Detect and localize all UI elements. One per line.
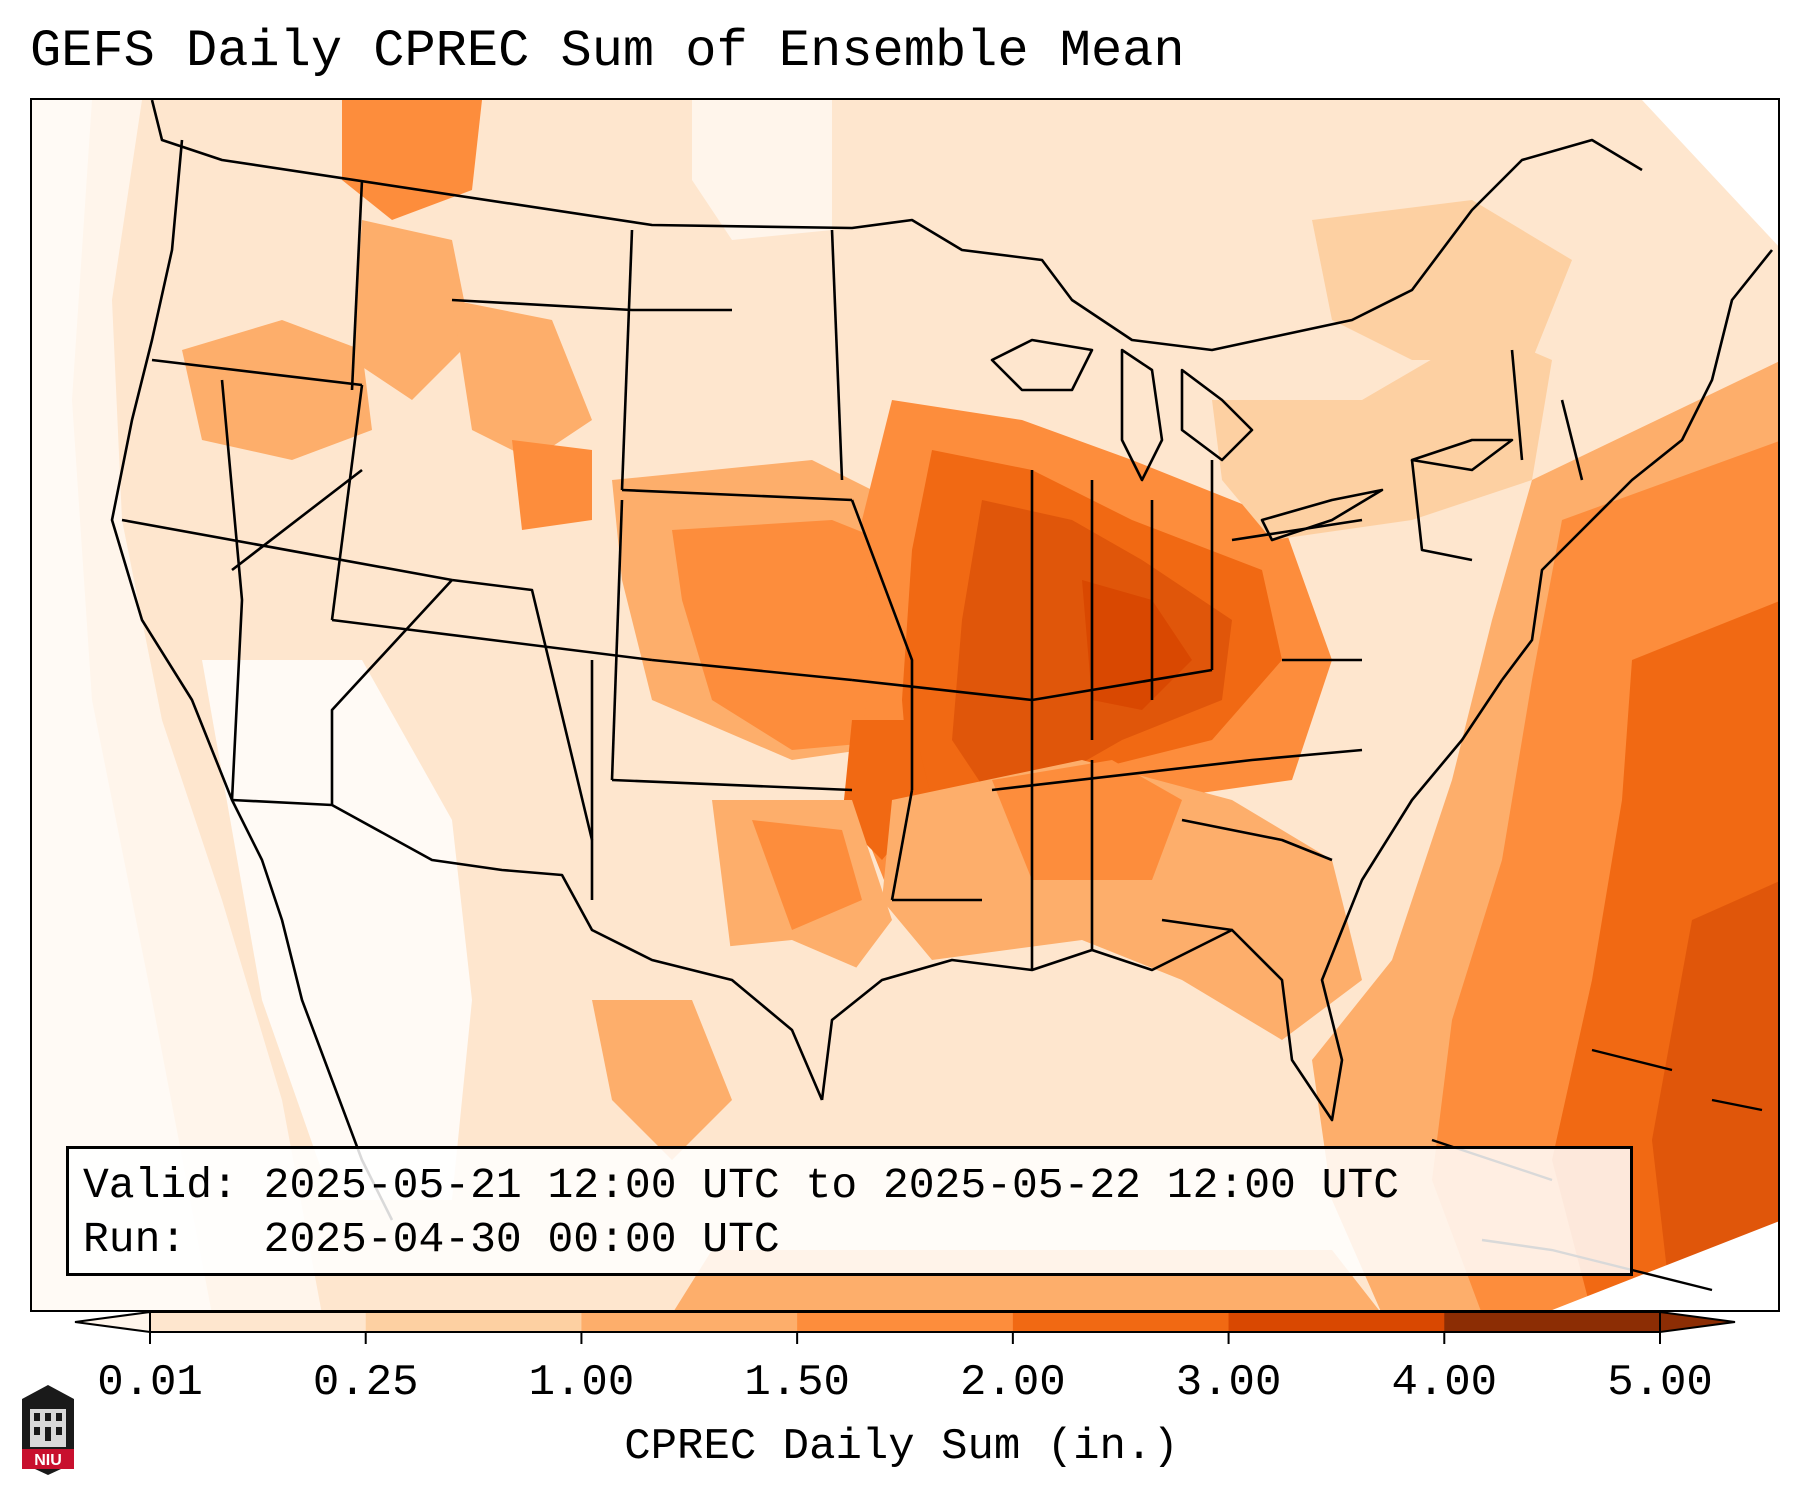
logo-text: NIU [34, 1452, 62, 1469]
colorbar-tick-label: 1.00 [528, 1358, 635, 1408]
colorbar-segment [797, 1312, 1014, 1332]
colorbar-max-extension [1659, 1310, 1736, 1334]
map-frame [30, 98, 1780, 1312]
map-title: GEFS Daily CPREC Sum of Ensemble Mean [30, 22, 1185, 81]
colorbar-tick-label: 0.25 [312, 1358, 419, 1408]
colorbar-segment [1444, 1312, 1661, 1332]
colorbar-label: CPREC Daily Sum (in.) [624, 1422, 1179, 1472]
colorbar [74, 1310, 1736, 1344]
valid-run-info-box: Valid: 2025-05-21 12:00 UTC to 2025-05-2… [66, 1146, 1633, 1276]
colorbar-tick-label: 2.00 [960, 1358, 1066, 1408]
valid-text: 2025-05-21 12:00 UTC to 2025-05-22 12:00… [263, 1161, 1400, 1210]
colorbar-min-extension [74, 1310, 151, 1334]
precipitation-map [32, 100, 1778, 1310]
run-label: Run: [83, 1215, 187, 1264]
colorbar-tick-label: 4.00 [1391, 1358, 1498, 1408]
run-text: 2025-04-30 00:00 UTC [263, 1215, 780, 1264]
colorbar-tick-label: 0.01 [97, 1358, 203, 1408]
colorbar-tick-label: 1.50 [744, 1358, 850, 1408]
colorbar-segment [581, 1312, 798, 1332]
colorbar-tick-label: 3.00 [1175, 1358, 1282, 1408]
colorbar-segment [150, 1312, 367, 1332]
colorbar-segment [1228, 1312, 1445, 1332]
niu-logo-icon: NIU [22, 1385, 74, 1475]
colorbar-segment [1012, 1312, 1230, 1332]
colorbar-segment [365, 1312, 582, 1332]
valid-label: Valid: [83, 1161, 238, 1210]
colorbar-tick-label: 5.00 [1607, 1358, 1713, 1408]
